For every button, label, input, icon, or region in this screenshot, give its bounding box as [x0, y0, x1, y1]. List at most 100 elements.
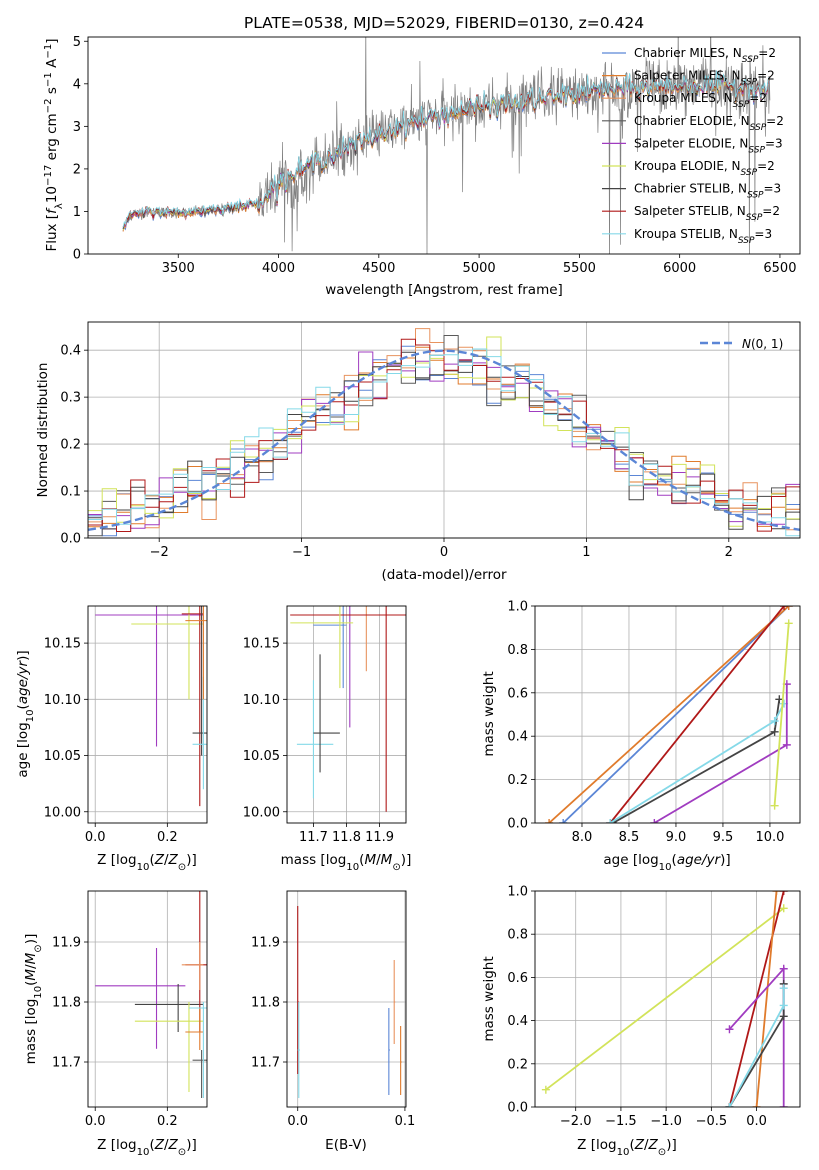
x-tick-label: 0.0: [85, 830, 106, 845]
y-tick-label: 4: [73, 77, 81, 92]
y-tick-label: 1: [73, 205, 81, 220]
weight-line: [609, 703, 785, 823]
weight-marker: [779, 964, 788, 973]
x-tick-label: −0.5: [696, 1114, 728, 1129]
axes-age-vs-mass: 11.7 11.8 11.9 10.00 10.05 10.10 10.15 mass [lo…: [243, 605, 411, 873]
y-tick-label: 10.00: [243, 805, 280, 820]
weight-marker: [779, 891, 788, 895]
legend-label: Salpeter STELIB, NSSP=2: [634, 204, 780, 223]
y-tick-label: 2: [73, 162, 81, 177]
y-tick-label: 5: [73, 35, 81, 50]
weight-marker: [606, 819, 615, 823]
x-tick-label: 1: [582, 545, 590, 560]
y-tick-label: 0.8: [507, 643, 528, 658]
y-tick-label: 10.15: [243, 637, 280, 652]
legend-label: N(0, 1): [742, 337, 783, 351]
x-tick-label: 0.2: [157, 830, 178, 845]
x-tick-label: 9.5: [713, 830, 734, 845]
y-tick-label: 0.4: [507, 730, 528, 745]
figure-title: PLATE=0538, MJD=52029, FIBERID=0130, z=0…: [244, 14, 644, 32]
x-axis-label: age [log10(age/yr)]: [603, 852, 730, 873]
hist-step-salpeter-stelib: [88, 338, 800, 532]
weight-marker: [725, 1103, 734, 1107]
weight-marker: [784, 606, 793, 610]
x-tick-label: 0.1: [395, 1114, 416, 1129]
plot-area: [290, 606, 406, 812]
hist-step-kroupa-stelib: [88, 348, 800, 537]
legend-label: Kroupa ELODIE, NSSP=2: [634, 159, 775, 178]
y-tick-label: 0.0: [60, 532, 81, 547]
x-tick-label: −1.5: [605, 1114, 637, 1129]
x-axis-label: Z [log10(Z/Z⊙)]: [97, 852, 197, 873]
y-tick-label: 0.4: [507, 1014, 528, 1029]
y-tick-label: 10.10: [44, 693, 81, 708]
weight-marker: [770, 727, 779, 736]
axes-weight-vs-Z: −2.0 −1.5 −1.0 −0.5 0.0 0.0 0.2 0.4 0.6 0.8 1.0 mas…: [481, 885, 801, 1158]
model-line-kroupa-stelib: [122, 70, 770, 228]
y-tick-label: 10.00: [44, 805, 81, 820]
plot-area: [95, 606, 207, 807]
plot-area: [88, 328, 800, 537]
axes-frame: [534, 890, 801, 1108]
axes-spectrum: 3500 4000 4500 5000 5500 6000 6500 0 1 2 3 4 5 Flux […: [43, 35, 801, 298]
y-axis-label: Flux [fλ10−17 erg cm−2 s−1 A−1]: [43, 38, 65, 251]
weight-line: [609, 606, 785, 823]
weight-marker: [779, 1103, 788, 1107]
weight-line: [755, 891, 778, 1107]
weight-line: [773, 623, 790, 806]
y-tick-label: 10.05: [44, 749, 81, 764]
weight-marker: [779, 1001, 788, 1010]
x-tick-label: −2: [150, 545, 169, 560]
y-tick-label: 10.15: [44, 637, 81, 652]
axes-weight-vs-age: 8.0 8.5 9.0 9.5 10.0 0.0 0.2 0.4 0.6 0.8 1.0 mass w…: [481, 600, 801, 873]
y-tick-label: 0.1: [60, 485, 81, 500]
y-tick-label: 0.6: [507, 971, 528, 986]
x-axis-label: (data-model)/error: [381, 567, 507, 583]
x-tick-label: 6500: [763, 261, 796, 276]
axes-frame: [87, 605, 208, 824]
y-tick-label: 11.7: [251, 1056, 280, 1071]
y-axis-label: mass [log10(M/M⊙)]: [23, 934, 44, 1065]
y-tick-label: 10.10: [243, 693, 280, 708]
y-tick-label: 11.8: [251, 996, 280, 1011]
weight-marker: [780, 606, 789, 610]
y-tick-label: 11.7: [52, 1056, 81, 1071]
weight-marker: [770, 717, 779, 726]
weight-marker: [770, 801, 779, 810]
y-axis-label: mass weight: [481, 671, 497, 756]
x-tick-label: 3500: [162, 261, 195, 276]
x-tick-label: 11.7: [299, 830, 328, 845]
x-tick-label: 11.8: [332, 830, 361, 845]
x-tick-label: 5500: [563, 261, 596, 276]
x-axis-label: Z [log10(Z/Z⊙)]: [577, 1137, 677, 1158]
plot-area: [545, 606, 793, 823]
legend-label: Chabrier ELODIE, NSSP=2: [634, 114, 784, 133]
legend-label: Kroupa MILES, NSSP=2: [634, 91, 767, 110]
legend-label: Salpeter ELODIE, NSSP=3: [634, 136, 783, 155]
axes-frame: [286, 890, 407, 1108]
weight-line: [545, 907, 785, 1091]
plot-area: [122, 37, 771, 254]
y-tick-label: 0.2: [507, 773, 528, 788]
x-tick-label: 0: [440, 545, 448, 560]
legend: Chabrier MILES, NSSP=2 Salpeter MILES, NS…: [602, 46, 784, 246]
x-tick-label: 4500: [362, 261, 395, 276]
y-tick-label: 0.0: [507, 1101, 528, 1116]
y-tick-label: 10.05: [243, 749, 280, 764]
weight-marker: [782, 740, 791, 749]
y-tick-label: 0.8: [507, 928, 528, 943]
x-tick-label: 0.2: [157, 1114, 178, 1129]
plot-layer: 3500 4000 4500 5000 5500 6000 6500 0 1 2 3 4 5 Flux […: [15, 35, 801, 1158]
weight-marker: [559, 819, 568, 823]
weight-line: [612, 699, 781, 823]
plot-area: [95, 891, 207, 1098]
weight-marker: [545, 819, 554, 823]
x-tick-label: −1.0: [650, 1114, 682, 1129]
y-tick-label: 0.6: [507, 686, 528, 701]
y-tick-label: 0.0: [507, 817, 528, 832]
axes-mass-vs-Z: 0.0 0.2 11.7 11.8 11.9 mass [log10(M/M⊙)] Z [l…: [23, 890, 208, 1158]
x-axis-label: wavelength [Angstrom, rest frame]: [325, 282, 563, 298]
y-tick-label: 0.2: [60, 438, 81, 453]
weight-marker: [541, 1085, 550, 1094]
